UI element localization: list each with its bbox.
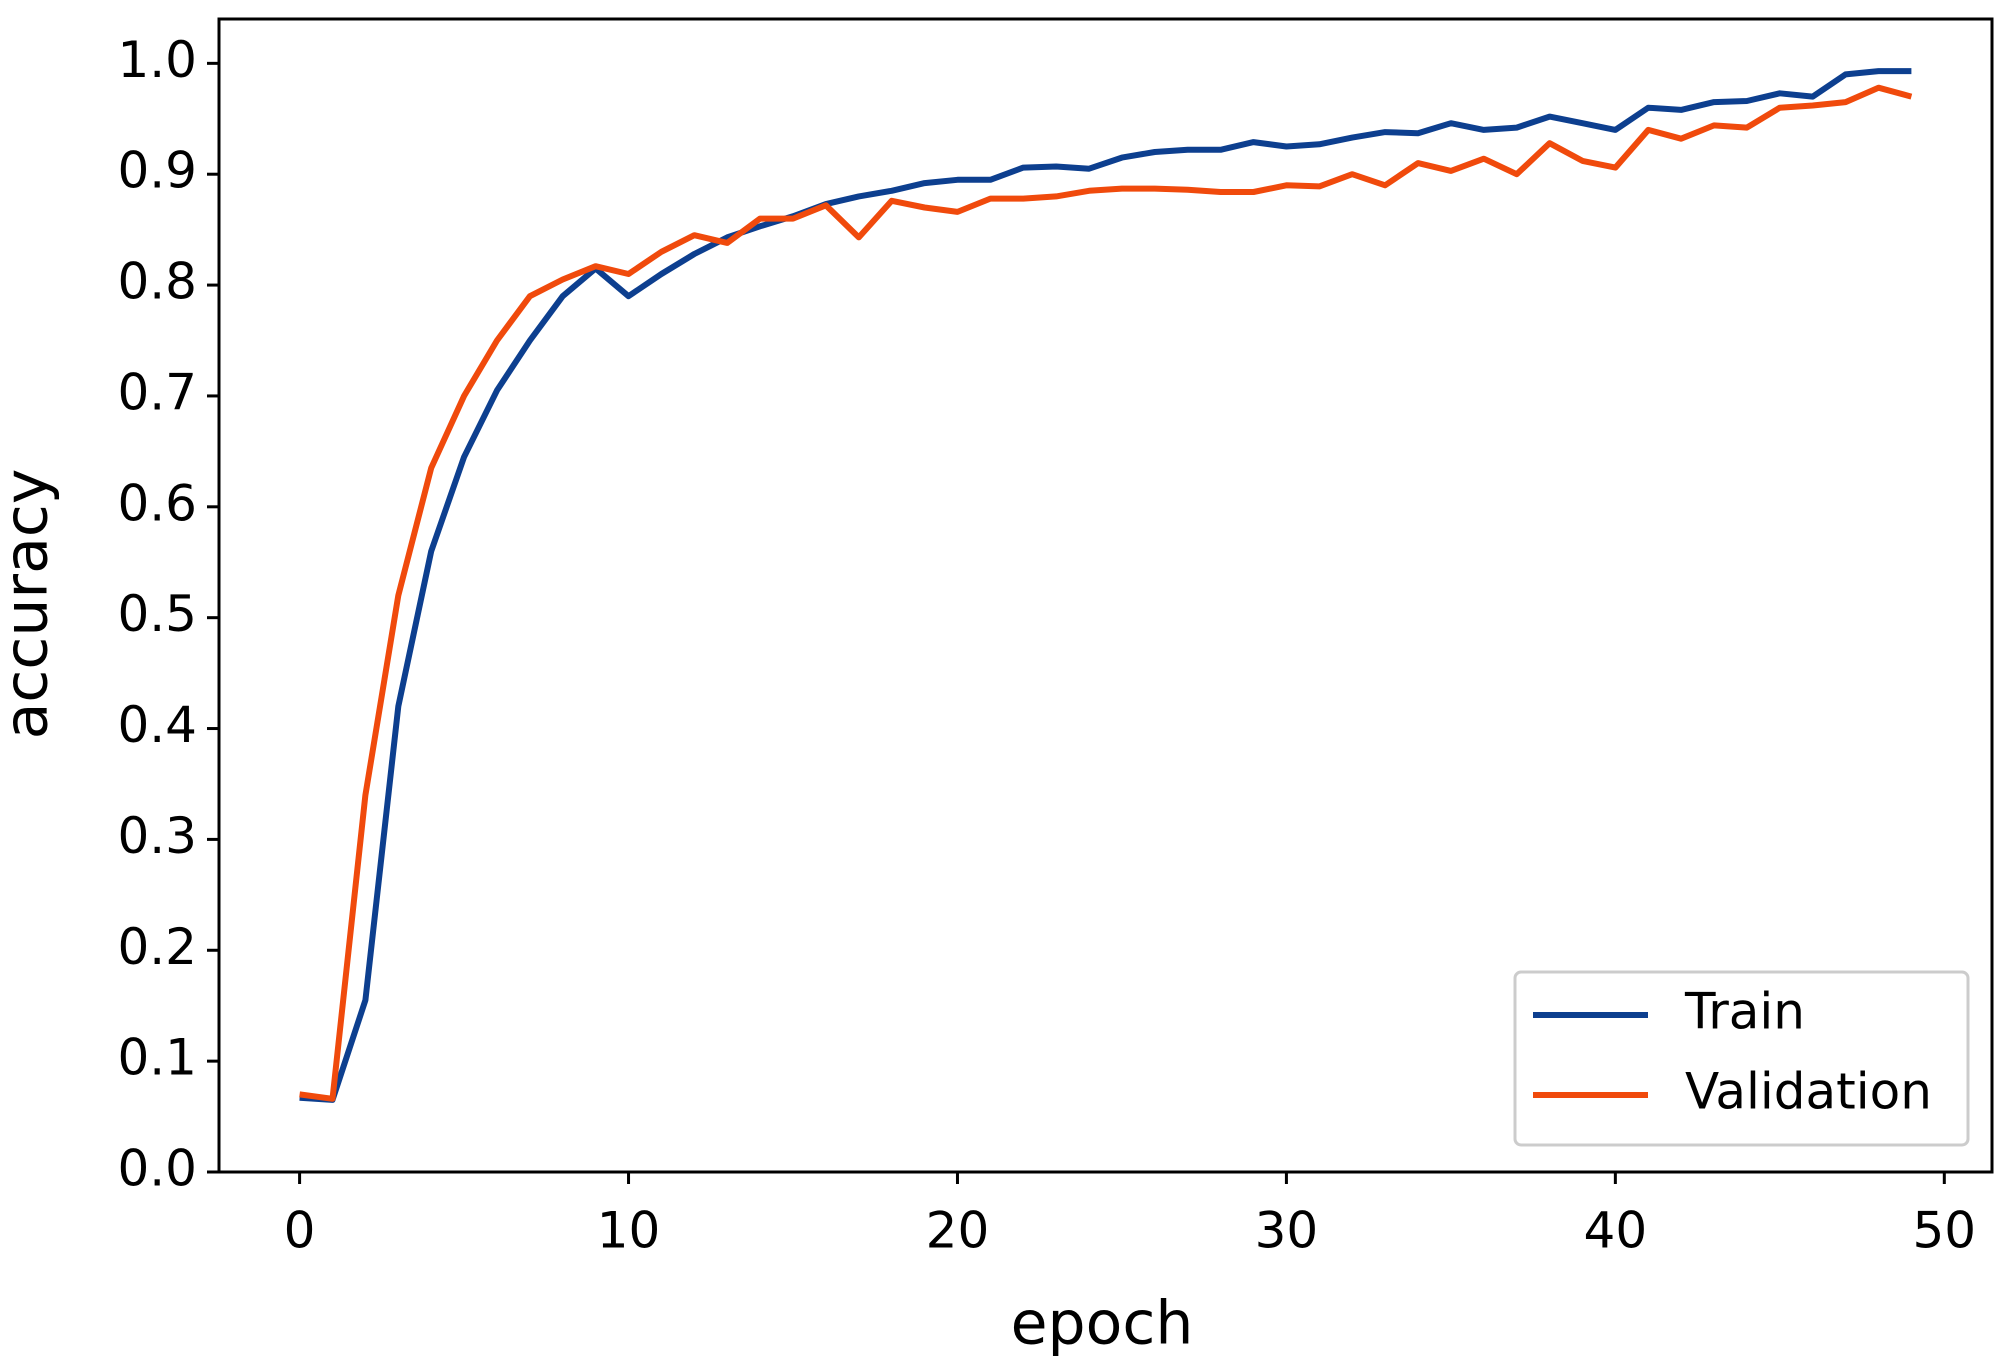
x-tick-label: 10: [597, 1202, 661, 1260]
y-tick-label: 0.6: [117, 474, 197, 532]
y-tick-label: 0.7: [117, 363, 197, 421]
x-axis-label: epoch: [1011, 1289, 1194, 1359]
y-tick-label: 0.4: [117, 696, 197, 754]
line-series: [299, 84, 1913, 1102]
y-tick-label: 1.0: [117, 31, 197, 89]
y-tick-label: 0.2: [117, 918, 197, 976]
legend-label: Train: [1684, 983, 1805, 1041]
y-tick-label: 0.1: [117, 1029, 197, 1087]
line-series: [299, 68, 1912, 1103]
x-tick-label: 50: [1912, 1202, 1976, 1260]
x-tick-label: 20: [926, 1202, 990, 1260]
legend-label: Validation: [1685, 1063, 1932, 1121]
y-tick-label: 0.0: [117, 1140, 197, 1198]
y-axis-label: accuracy: [0, 469, 62, 740]
x-tick-label: 30: [1255, 1202, 1319, 1260]
y-tick-label: 0.3: [117, 807, 197, 865]
y-tick-label: 0.9: [117, 142, 197, 200]
y-tick-label: 0.5: [117, 585, 197, 643]
x-tick-label: 0: [284, 1202, 316, 1260]
plot-frame: [217, 17, 1994, 1174]
y-tick-label: 0.8: [117, 253, 197, 311]
x-tick-label: 40: [1584, 1202, 1648, 1260]
